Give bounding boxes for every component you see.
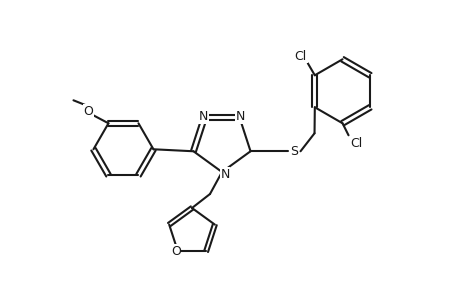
Text: N: N	[198, 110, 207, 123]
Text: O: O	[171, 245, 180, 258]
Text: S: S	[290, 145, 298, 158]
Text: Cl: Cl	[294, 50, 306, 63]
Text: N: N	[235, 110, 245, 123]
Text: Cl: Cl	[350, 137, 362, 150]
Text: N: N	[220, 167, 229, 181]
Text: O: O	[84, 105, 93, 118]
